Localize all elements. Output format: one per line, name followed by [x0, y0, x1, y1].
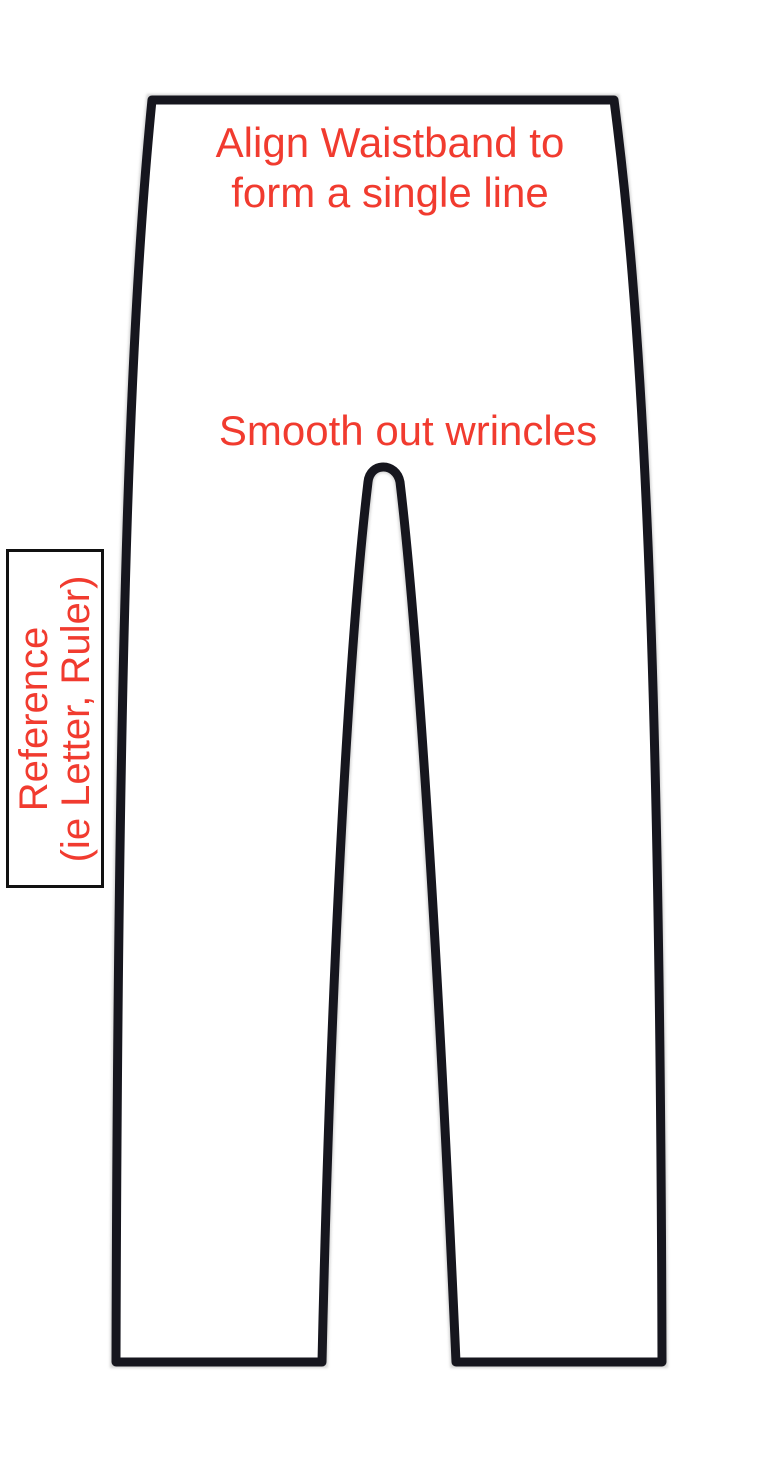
waistband-instruction: Align Waistband to form a single line: [150, 118, 630, 218]
pants-outline: [111, 95, 667, 1367]
reference-label: Reference (ie Letter, Ruler): [12, 554, 98, 884]
waistband-instruction-line2: form a single line: [231, 169, 549, 216]
reference-label-line1: Reference: [12, 626, 56, 811]
reference-box: Reference (ie Letter, Ruler): [6, 549, 104, 888]
waistband-instruction-line1: Align Waistband to: [215, 119, 565, 166]
reference-label-line2: (ie Letter, Ruler): [54, 575, 98, 862]
wrinkle-instruction: Smooth out wrincles: [218, 407, 598, 454]
